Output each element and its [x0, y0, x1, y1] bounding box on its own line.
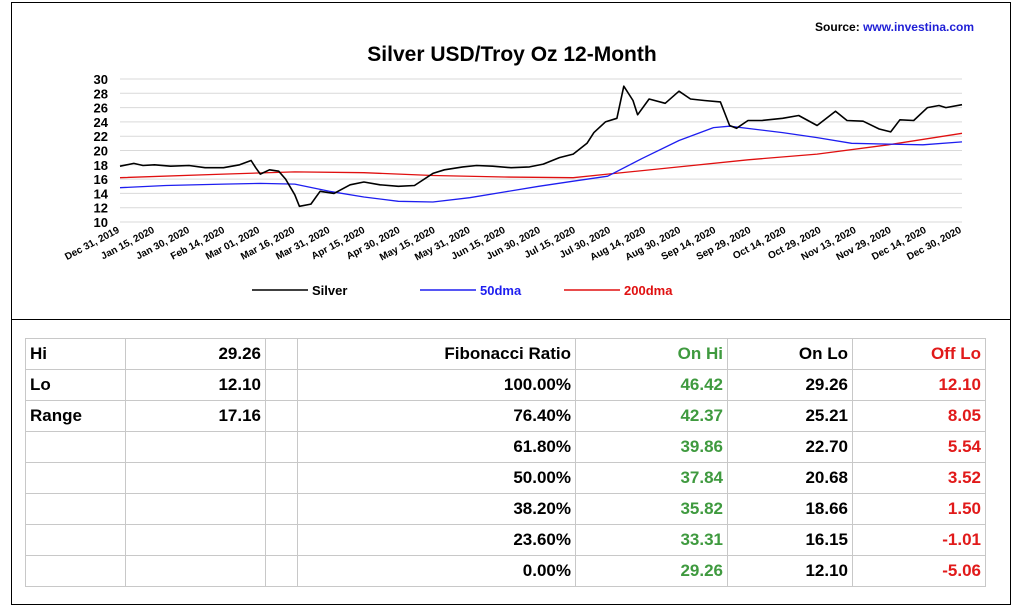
series-200dma-line [119, 132, 963, 179]
y-tick-label: 12 [94, 201, 108, 216]
table-cell: 1.50 [852, 493, 986, 525]
table-row: 61.80% 39.86 22.70 5.54 [25, 431, 986, 463]
series-lines [119, 85, 963, 208]
y-tick-label: 14 [94, 186, 109, 201]
silver-price-chart: Silver USD/Troy Oz 12-Month 101214161820… [63, 43, 964, 298]
table-cell: On Lo [727, 338, 853, 370]
table-cell: 25.21 [727, 400, 853, 432]
table-cell [265, 524, 298, 556]
table-cell: Lo [25, 369, 126, 401]
y-tick-label: 22 [94, 129, 108, 144]
y-tick-label: 26 [94, 101, 108, 116]
y-tick-label: 30 [94, 72, 108, 87]
table-cell: 8.05 [852, 400, 986, 432]
table-cell: 35.82 [575, 493, 728, 525]
table-cell: 33.31 [575, 524, 728, 556]
table-cell [265, 555, 298, 587]
table-cell: 0.00% [297, 555, 576, 587]
table-cell: 100.00% [297, 369, 576, 401]
table-cell [265, 493, 298, 525]
table-cell: 61.80% [297, 431, 576, 463]
table-cell: 42.37 [575, 400, 728, 432]
table-cell: 23.60% [297, 524, 576, 556]
y-tick-label: 28 [94, 86, 108, 101]
table-cell: -5.06 [852, 555, 986, 587]
y-tick-label: 10 [94, 215, 108, 230]
table-row: 23.60% 33.31 16.15 -1.01 [25, 524, 986, 556]
legend-label: 50dma [480, 283, 522, 298]
legend-label: 200dma [624, 283, 673, 298]
table-cell [25, 462, 126, 494]
table-cell [265, 431, 298, 463]
chart-panel: Source: www.investina.com Silver USD/Tro… [11, 2, 1011, 320]
fibonacci-table-panel: Hi 29.26 Fibonacci Ratio On Hi On Lo Off Lo Lo… [11, 320, 1011, 605]
y-tick-label: 24 [94, 115, 109, 130]
table-cell: 39.86 [575, 431, 728, 463]
legend-label: Silver [312, 283, 347, 298]
table-header-row: Hi 29.26 Fibonacci Ratio On Hi On Lo Off Lo [25, 338, 986, 370]
table-cell: 18.66 [727, 493, 853, 525]
table-cell [265, 369, 298, 401]
table-cell [25, 431, 126, 463]
table-cell: 17.16 [125, 400, 266, 432]
series-silver-line [119, 85, 963, 208]
y-tick-label: 16 [94, 172, 108, 187]
table-cell: 50.00% [297, 462, 576, 494]
table-cell [25, 524, 126, 556]
table-cell: 12.10 [852, 369, 986, 401]
table-cell: Hi [25, 338, 126, 370]
table-cell: On Hi [575, 338, 728, 370]
table-cell [125, 524, 266, 556]
table-cell: 20.68 [727, 462, 853, 494]
table-cell [25, 493, 126, 525]
source-prefix: Source: [815, 20, 860, 34]
table-row: Lo 12.10 100.00% 46.42 29.26 12.10 [25, 369, 986, 401]
table-cell [125, 431, 266, 463]
table-cell: 37.84 [575, 462, 728, 494]
grid-lines [120, 78, 962, 223]
table-cell: 12.10 [727, 555, 853, 587]
table-cell: 29.26 [125, 338, 266, 370]
table-cell: 76.40% [297, 400, 576, 432]
table-cell [265, 462, 298, 494]
table-cell: Fibonacci Ratio [297, 338, 576, 370]
table-cell: 29.26 [575, 555, 728, 587]
source-link[interactable]: www.investina.com [863, 20, 974, 34]
table-cell [125, 462, 266, 494]
table-row: 38.20% 35.82 18.66 1.50 [25, 493, 986, 525]
table-cell: 12.10 [125, 369, 266, 401]
table-cell [265, 338, 298, 370]
table-cell: 46.42 [575, 369, 728, 401]
table-cell: 38.20% [297, 493, 576, 525]
table-cell [125, 493, 266, 525]
table-cell: Off Lo [852, 338, 986, 370]
table-cell: -1.01 [852, 524, 986, 556]
chart-legend: Silver 50dma 200dma [252, 283, 673, 298]
y-tick-label: 18 [94, 158, 108, 173]
table-row: 50.00% 37.84 20.68 3.52 [25, 462, 986, 494]
table-cell [265, 400, 298, 432]
table-cell: 5.54 [852, 431, 986, 463]
chart-title: Silver USD/Troy Oz 12-Month [367, 43, 656, 66]
table-row: 0.00% 29.26 12.10 -5.06 [25, 555, 986, 587]
y-tick-label: 20 [94, 144, 108, 159]
table-cell: 3.52 [852, 462, 986, 494]
table-cell: Range [25, 400, 126, 432]
table-cell: 29.26 [727, 369, 853, 401]
source-line: Source: www.investina.com [815, 20, 974, 34]
table-cell: 22.70 [727, 431, 853, 463]
table-cell: 16.15 [727, 524, 853, 556]
fibonacci-table: Hi 29.26 Fibonacci Ratio On Hi On Lo Off Lo Lo… [25, 338, 986, 587]
table-cell [125, 555, 266, 587]
table-row: Range 17.16 76.40% 42.37 25.21 8.05 [25, 400, 986, 432]
table-cell [25, 555, 126, 587]
